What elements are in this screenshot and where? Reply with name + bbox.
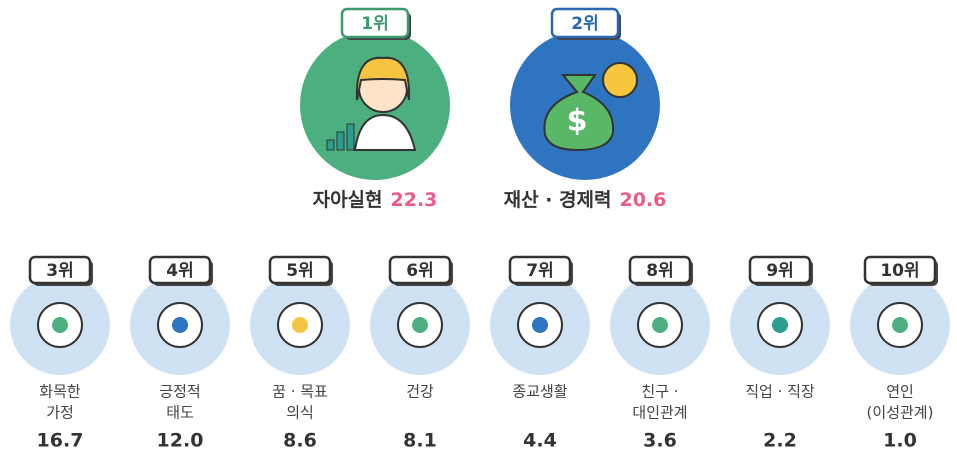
item-name: 화목한 (39, 383, 81, 401)
item-value: 20.6 (619, 189, 666, 211)
rank-label: 6위 (406, 261, 433, 281)
top-label: 자아실현 22.3 (313, 189, 438, 211)
item-name: 긍정적 (159, 383, 200, 401)
icon-bar (337, 132, 344, 150)
item-name: 가정 (46, 404, 74, 422)
item-value: 12.0 (157, 430, 204, 452)
item-name: 친구 · (641, 383, 678, 401)
rank-label: 9위 (766, 261, 793, 281)
item-value: 1.0 (883, 430, 917, 452)
icon-dot (412, 317, 428, 333)
item-name: 재산 · 경제력 (504, 189, 612, 211)
infographic: 1위자아실현 22.3 $2위재산 · 경제력 20.6 3위화목한가정 16.7 4위긍정… (0, 0, 957, 454)
item-value: 3.6 (643, 430, 677, 452)
item-name: 의식 (286, 404, 314, 422)
icon-dot (52, 317, 68, 333)
rank-label: 8위 (646, 261, 673, 281)
item-name: 꿈 · 목표 (272, 383, 328, 401)
rank-label: 3위 (46, 261, 73, 281)
item-name: 태도 (166, 404, 194, 422)
top-label: 재산 · 경제력 20.6 (504, 189, 667, 211)
icon-dollar: $ (567, 104, 588, 139)
icon-dot (292, 317, 308, 333)
item-value: 4.4 (523, 430, 557, 452)
item-value: 16.7 (37, 430, 84, 452)
item-name: 건강 (406, 383, 434, 401)
item-value: 8.6 (283, 430, 317, 452)
item-name: 대인관계 (632, 404, 687, 422)
icon-dot (892, 317, 908, 333)
rank-label: 5위 (286, 261, 313, 281)
item-name: 자아실현 (313, 189, 383, 211)
icon-dot (652, 317, 668, 333)
item-value: 8.1 (403, 430, 437, 452)
item-name: 연인 (886, 383, 914, 401)
item-name: (이성관계) (867, 404, 934, 422)
rank-label: 4위 (166, 261, 193, 281)
icon-dot (532, 317, 548, 333)
icon-bar (327, 140, 334, 150)
icon-coin (603, 63, 637, 97)
item-value: 2.2 (763, 430, 797, 452)
rank-label: 7위 (526, 261, 553, 281)
rank-label: 10위 (880, 261, 919, 281)
icon-dot (772, 317, 788, 333)
item-name: 종교생활 (512, 383, 567, 401)
icon-dot (172, 317, 188, 333)
icon-bar (347, 124, 354, 150)
item-value: 22.3 (391, 189, 438, 211)
rank-label: 1위 (361, 14, 388, 34)
rank-label: 2위 (571, 14, 598, 34)
item-name: 직업 · 직장 (745, 383, 815, 401)
